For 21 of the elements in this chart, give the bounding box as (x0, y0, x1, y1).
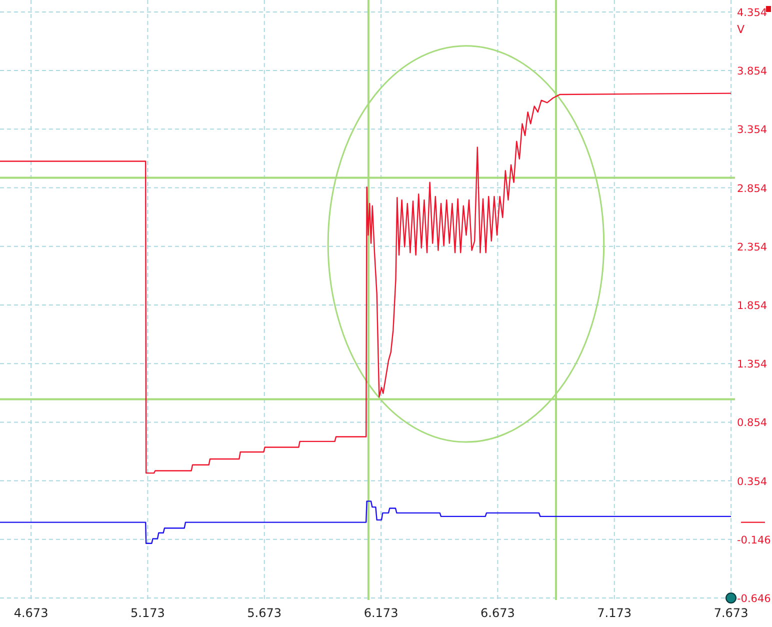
y-tick-label: 0.354 (737, 476, 768, 488)
y-tick-label: 1.354 (737, 358, 768, 371)
y-axis-title: V (737, 23, 745, 36)
line-series (0, 500, 732, 544)
y-tick-label: 2.354 (737, 241, 768, 254)
x-tick-label: 6.173 (364, 606, 398, 620)
y-tick-label: 3.854 (737, 66, 768, 78)
y-tick-label: 2.854 (737, 182, 768, 195)
y-tick-label: 1.854 (737, 300, 768, 312)
y-tick-label: 3.354 (737, 124, 768, 136)
x-tick-label: 6.673 (480, 606, 515, 620)
y-tick-label: 0.854 (737, 417, 768, 430)
x-tick-label: 4.673 (14, 606, 48, 620)
y-tick-label: -0.646 (737, 593, 772, 606)
line-series (0, 92, 732, 474)
y-tick-label: 4.354 (737, 6, 768, 19)
x-tick-label: 7.673 (714, 606, 748, 620)
x-tick-label: 5.673 (247, 606, 282, 620)
y-tick-label: -0.146 (737, 534, 772, 546)
x-tick-label: 5.173 (130, 606, 165, 620)
x-tick-label: 7.173 (597, 606, 632, 620)
